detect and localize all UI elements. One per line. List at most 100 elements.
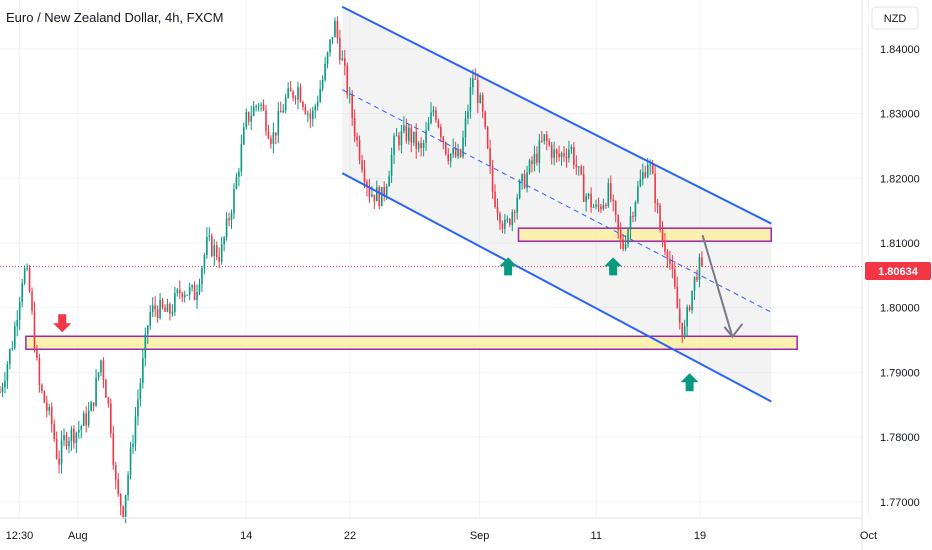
candle-body xyxy=(174,293,176,312)
candle-body xyxy=(329,39,331,53)
candle-body xyxy=(432,110,435,113)
candle-body xyxy=(311,110,314,119)
green-up-arrow xyxy=(604,257,623,276)
candle-body xyxy=(58,458,60,465)
candle-body xyxy=(454,148,457,157)
candle-body xyxy=(659,205,661,231)
time-axis[interactable]: 12:30 Aug 14 22 Sep 11 19 Oct xyxy=(6,530,877,542)
candle-body xyxy=(127,475,129,496)
support-zone xyxy=(25,335,798,351)
candle-body xyxy=(531,160,533,165)
candle-body xyxy=(68,440,70,447)
candle-body xyxy=(494,191,496,207)
candle-body xyxy=(178,289,181,294)
candle-body xyxy=(506,219,509,221)
candle-body xyxy=(600,206,602,210)
candle-body xyxy=(107,397,110,404)
candle-body xyxy=(541,140,543,142)
candle-body xyxy=(388,175,390,187)
candle-body xyxy=(408,127,410,141)
candle-body xyxy=(501,223,504,229)
candle-body xyxy=(16,319,19,327)
candle-body xyxy=(279,110,282,113)
candle-body xyxy=(36,350,38,358)
candle-body xyxy=(582,174,585,202)
candle-body xyxy=(129,447,132,476)
candle-body xyxy=(654,173,656,204)
candle-body xyxy=(55,439,58,459)
y-tick-label: 1.77000 xyxy=(880,497,920,509)
chart-title: Euro / New Zealand Dollar, 4h, FXCM xyxy=(6,10,223,25)
candle-body xyxy=(427,123,430,131)
candle-body xyxy=(649,164,651,166)
candle-body xyxy=(383,187,386,196)
candle-body xyxy=(605,204,607,207)
candle-body xyxy=(489,148,491,166)
candle-body xyxy=(351,94,353,118)
candle-body xyxy=(442,137,445,143)
candle-body xyxy=(302,101,304,108)
candle-body xyxy=(171,311,174,314)
candle-body xyxy=(435,110,437,121)
x-tick-label: Sep xyxy=(470,530,490,542)
candle-body xyxy=(275,132,277,136)
candle-body xyxy=(230,213,233,221)
currency-button[interactable]: NZD xyxy=(871,6,919,30)
candle-body xyxy=(324,63,326,80)
candle-body xyxy=(243,127,245,145)
candle-body xyxy=(294,97,297,100)
projection-arrow-line xyxy=(701,234,734,338)
candle-body xyxy=(580,166,583,175)
candle-body xyxy=(612,199,615,202)
candle-body xyxy=(191,285,193,288)
candle-body xyxy=(476,79,479,104)
candle-body xyxy=(674,269,676,287)
y-tick-label: 1.84000 xyxy=(880,44,920,56)
candle-body xyxy=(267,131,270,139)
price-axis[interactable]: 1.84000 1.83000 1.82000 1.81000 1.80000 1.790… xyxy=(880,44,920,509)
candle-body xyxy=(417,143,420,149)
candle-body xyxy=(321,79,324,90)
plot-area[interactable] xyxy=(0,0,869,518)
candle-body xyxy=(48,406,51,411)
candle-body xyxy=(70,428,73,441)
resistance-zone xyxy=(517,227,773,242)
candle-body xyxy=(577,166,580,168)
candle-body xyxy=(523,174,526,188)
candle-body xyxy=(474,78,477,80)
candle-body xyxy=(287,88,289,98)
candle-body xyxy=(272,132,275,145)
candle-body xyxy=(262,104,265,111)
candle-body xyxy=(634,202,637,217)
candle-body xyxy=(198,284,201,293)
candle-body xyxy=(208,235,211,238)
candle-body xyxy=(0,391,1,393)
candle-body xyxy=(65,435,68,447)
x-tick-label: 12:30 xyxy=(6,530,34,542)
candle-body xyxy=(50,406,53,424)
candle-body xyxy=(95,377,97,406)
candle-body xyxy=(292,91,294,98)
candle-body xyxy=(624,244,627,249)
candle-body xyxy=(585,196,587,202)
candle-body xyxy=(233,188,235,214)
candle-body xyxy=(543,134,546,141)
candle-body xyxy=(619,229,622,240)
candle-body xyxy=(568,149,570,159)
candle-body xyxy=(18,301,21,320)
candle-body xyxy=(277,110,280,136)
y-tick-label: 1.78000 xyxy=(880,432,920,444)
candle-body xyxy=(639,179,642,187)
candle-body xyxy=(469,87,472,112)
candle-body xyxy=(563,153,565,157)
candle-body xyxy=(341,58,344,61)
candle-body xyxy=(299,87,302,102)
candle-body xyxy=(422,142,425,148)
chart-marks xyxy=(0,5,862,524)
candle-body xyxy=(238,171,240,177)
candle-body xyxy=(346,65,349,95)
candle-body xyxy=(82,413,85,427)
candle-body xyxy=(536,153,538,163)
candle-body xyxy=(592,206,595,208)
candle-body xyxy=(642,172,644,180)
